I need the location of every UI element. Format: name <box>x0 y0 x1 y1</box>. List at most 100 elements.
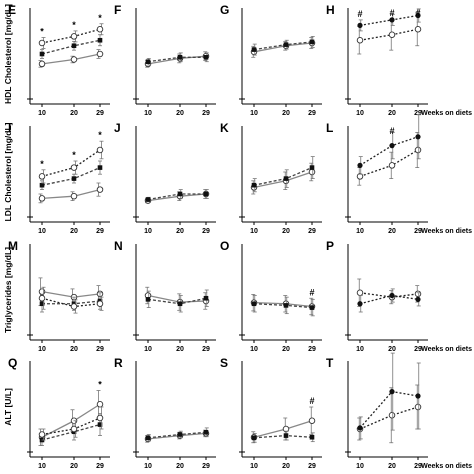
data-point <box>71 43 77 49</box>
data-point <box>39 51 45 57</box>
panel-letter: P <box>326 239 334 253</box>
x-tick-label: 29 <box>202 110 210 117</box>
x-tick-label: 10 <box>356 463 364 470</box>
panel-I: I 10 20 29 * * * <box>8 121 110 235</box>
data-point <box>415 393 421 399</box>
x-tick-label: 20 <box>70 463 78 470</box>
significance-marker: # <box>309 287 314 297</box>
series-line <box>359 149 419 178</box>
row-label: Triglycerides [mg/dL] <box>3 247 13 333</box>
x-tick-label: 10 <box>356 110 364 117</box>
data-point <box>70 164 78 171</box>
data-point <box>96 50 104 58</box>
panel-letter: R <box>114 356 123 370</box>
x-tick-label: 10 <box>38 110 46 117</box>
significance-marker: * <box>72 20 76 30</box>
x-tick-label: 20 <box>282 228 290 235</box>
x-tick-label: 20 <box>388 228 396 235</box>
data-point <box>356 37 364 44</box>
data-point <box>309 305 315 310</box>
data-point <box>308 168 316 176</box>
panel-letter: K <box>220 121 229 135</box>
x-tick-label: 29 <box>414 110 422 117</box>
series-line <box>359 136 419 166</box>
x-tick-label: 10 <box>356 228 364 235</box>
x-tick-label: 29 <box>202 463 210 470</box>
x-tick-label: 10 <box>144 110 152 117</box>
data-point <box>357 22 363 28</box>
data-point <box>145 297 151 302</box>
x-axis-label: Weeks on diets <box>421 228 472 235</box>
x-tick-label: 10 <box>250 463 258 470</box>
panel-H: H 10 20 29 # # # <box>326 3 428 117</box>
data-point <box>251 301 257 307</box>
x-tick-label: 29 <box>308 228 316 235</box>
series-line <box>359 406 419 430</box>
x-tick-label: 20 <box>70 228 78 235</box>
data-point <box>145 435 151 441</box>
data-point <box>357 301 363 307</box>
panel-letter: S <box>220 356 228 370</box>
x-tick-label: 29 <box>414 346 422 353</box>
data-point <box>309 434 315 440</box>
data-point <box>388 412 396 419</box>
series-line <box>359 294 419 305</box>
data-point <box>251 47 257 52</box>
panel-L: L 10 20 29 # <box>326 114 428 235</box>
data-point <box>356 173 364 180</box>
panel-letter: E <box>8 3 16 17</box>
data-point <box>96 401 104 408</box>
x-tick-label: 29 <box>202 346 210 353</box>
data-point <box>70 33 78 40</box>
x-tick-label: 20 <box>388 463 396 470</box>
significance-marker: * <box>98 130 102 140</box>
data-point <box>389 143 395 149</box>
data-point <box>283 433 289 438</box>
panel-letter: J <box>114 121 121 135</box>
significance-marker: # <box>389 126 394 136</box>
significance-marker: # <box>309 396 314 406</box>
data-point <box>97 37 103 43</box>
data-point <box>251 182 257 188</box>
data-point <box>388 31 396 39</box>
x-tick-label: 29 <box>96 228 104 235</box>
data-point <box>177 301 183 307</box>
data-point <box>308 417 316 425</box>
x-tick-label: 29 <box>96 463 104 470</box>
data-point <box>96 186 104 193</box>
x-tick-label: 10 <box>250 346 258 353</box>
data-point <box>97 422 103 427</box>
series-line <box>41 39 101 55</box>
x-tick-label: 29 <box>308 346 316 353</box>
data-point <box>203 430 209 435</box>
data-point <box>414 146 422 154</box>
series-line <box>253 167 313 186</box>
x-tick-label: 20 <box>282 110 290 117</box>
data-point <box>39 301 45 307</box>
data-point <box>251 435 257 441</box>
x-tick-label: 20 <box>176 463 184 470</box>
x-tick-label: 29 <box>96 110 104 117</box>
row-label: LDL Cholesterol [mg/dL] <box>3 122 13 221</box>
panel-letter: M <box>8 239 18 253</box>
panel-N: N 10 20 29 <box>114 239 216 353</box>
x-tick-label: 20 <box>176 228 184 235</box>
x-tick-label: 29 <box>414 463 422 470</box>
x-tick-label: 29 <box>202 228 210 235</box>
x-axis-label: Weeks on diets <box>421 463 472 470</box>
x-tick-label: 10 <box>144 228 152 235</box>
panel-letter: F <box>114 3 121 17</box>
data-point <box>145 59 151 64</box>
data-point <box>283 42 289 47</box>
series-line <box>41 149 101 178</box>
x-tick-label: 20 <box>70 110 78 117</box>
data-point <box>177 432 183 437</box>
panel-E: E 10 20 29 * * * <box>8 3 110 117</box>
data-point <box>38 295 46 302</box>
x-tick-label: 10 <box>144 463 152 470</box>
panel-letter: O <box>220 239 229 253</box>
data-point <box>203 55 209 60</box>
x-tick-label: 20 <box>388 110 396 117</box>
panel-P: P 10 20 29 <box>326 239 428 353</box>
